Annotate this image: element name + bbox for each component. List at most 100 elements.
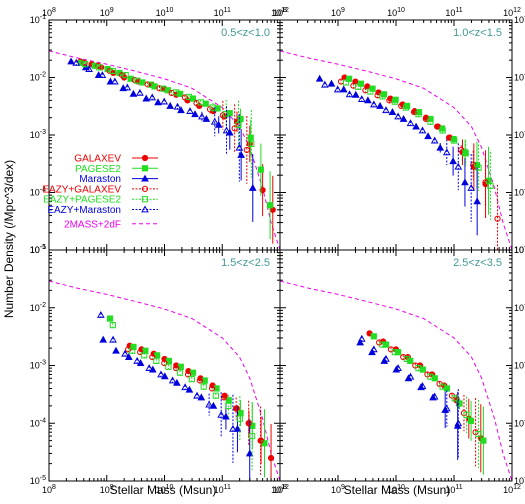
legend-marker <box>141 196 149 203</box>
x-tick-label: 1010 <box>156 484 174 495</box>
data-point <box>154 98 162 106</box>
x-tick-label: 109 <box>100 484 114 495</box>
data-point <box>173 89 180 96</box>
data-point <box>473 197 482 205</box>
data-point <box>125 346 132 353</box>
data-point <box>380 91 388 98</box>
x-tick-label: 1012 <box>271 7 289 18</box>
x-tick-label: 108 <box>273 484 287 495</box>
data-point <box>129 89 138 97</box>
data-point <box>177 90 184 97</box>
panel-redshift-label: 2.5<z<3.5 <box>453 257 502 269</box>
series-eazy-maraston <box>357 334 463 458</box>
data-point <box>96 64 103 71</box>
data-point <box>109 322 116 329</box>
data-point <box>451 395 458 402</box>
data-point <box>165 363 172 370</box>
data-point <box>327 79 336 87</box>
legend-label: EAZY+PAGESE2 <box>43 195 121 206</box>
series-maraston <box>315 74 482 236</box>
data-point <box>188 376 195 383</box>
data-point <box>407 357 414 365</box>
data-point <box>267 454 275 462</box>
data-point <box>357 95 366 103</box>
data-point <box>177 106 185 114</box>
data-point <box>247 134 254 141</box>
data-point <box>458 146 465 154</box>
data-point <box>160 85 167 92</box>
legend-marker <box>141 165 149 172</box>
legend-label: GALAXEV <box>74 154 121 165</box>
x-tick-label: 1011 <box>214 484 231 495</box>
series-eazy-maraston <box>320 80 475 222</box>
data-point <box>133 356 141 364</box>
data-point <box>134 77 141 84</box>
data-point <box>392 96 399 103</box>
panel-3: 108 109 1010 1011 1012 10-5 10-4 10-3 10-2 10-1 1.… <box>30 244 289 495</box>
data-point <box>436 143 445 151</box>
legend-entry: EAZY+GALAXEV <box>42 184 158 195</box>
data-point <box>376 101 384 109</box>
data-point <box>236 415 243 422</box>
series-eazy-pagese2 <box>379 341 482 469</box>
y-tick-label: 10-4 <box>514 187 525 198</box>
data-point <box>415 365 422 372</box>
data-point <box>403 355 410 363</box>
series-pagese2 <box>370 333 487 475</box>
data-point <box>333 85 342 93</box>
data-point <box>404 102 411 110</box>
data-point <box>202 100 209 107</box>
data-point <box>462 150 469 157</box>
data-point <box>181 94 188 101</box>
data-point <box>382 354 390 362</box>
data-point <box>121 349 129 357</box>
data-point <box>391 349 398 356</box>
series-eazy-maraston <box>72 58 244 182</box>
data-point <box>406 119 415 127</box>
reference-curve-2mass-2df <box>49 50 280 250</box>
data-point <box>257 437 264 444</box>
data-point <box>160 97 169 105</box>
data-point <box>391 98 398 105</box>
x-tick-label: 109 <box>331 7 345 18</box>
series-eazy-maraston <box>97 310 237 463</box>
data-point <box>142 94 151 102</box>
data-point <box>430 392 439 400</box>
y-axis-label: Number Density (/Mpc^3/dex) <box>2 160 16 318</box>
y-tick-label: 10-1 <box>514 244 525 255</box>
data-point <box>148 93 157 101</box>
data-point <box>212 392 219 399</box>
x-tick-label: 1010 <box>387 484 405 495</box>
data-point <box>442 404 451 412</box>
data-point <box>376 339 383 346</box>
data-point <box>235 121 242 128</box>
data-point <box>364 96 372 104</box>
legend: GALAXEVPAGESE2MarastonEAZY+GALAXEVEAZY+P… <box>42 154 158 230</box>
data-point <box>136 88 144 96</box>
y-tick-label: 10-4 <box>514 417 525 428</box>
data-point <box>382 106 390 114</box>
data-point <box>406 372 415 380</box>
x-tick-label: 108 <box>42 7 56 18</box>
data-point <box>394 112 402 120</box>
data-point <box>147 81 155 88</box>
data-point <box>112 346 120 354</box>
legend-entry: Maraston <box>79 174 158 185</box>
data-point <box>439 127 446 134</box>
data-point <box>156 85 163 92</box>
reference-curve-2mass-2df <box>280 280 512 481</box>
legend-label: 2MASS+2dF <box>64 219 121 230</box>
data-point <box>137 349 144 356</box>
data-point <box>382 341 390 348</box>
x-tick-label: 109 <box>331 484 345 495</box>
data-point <box>81 59 88 66</box>
data-point <box>345 90 354 98</box>
data-point <box>475 430 482 438</box>
data-point <box>467 183 475 191</box>
y-tick-label: 10-3 <box>30 129 46 140</box>
data-point <box>141 352 148 359</box>
data-point <box>456 400 463 407</box>
data-point <box>186 107 194 115</box>
data-point <box>149 353 156 361</box>
